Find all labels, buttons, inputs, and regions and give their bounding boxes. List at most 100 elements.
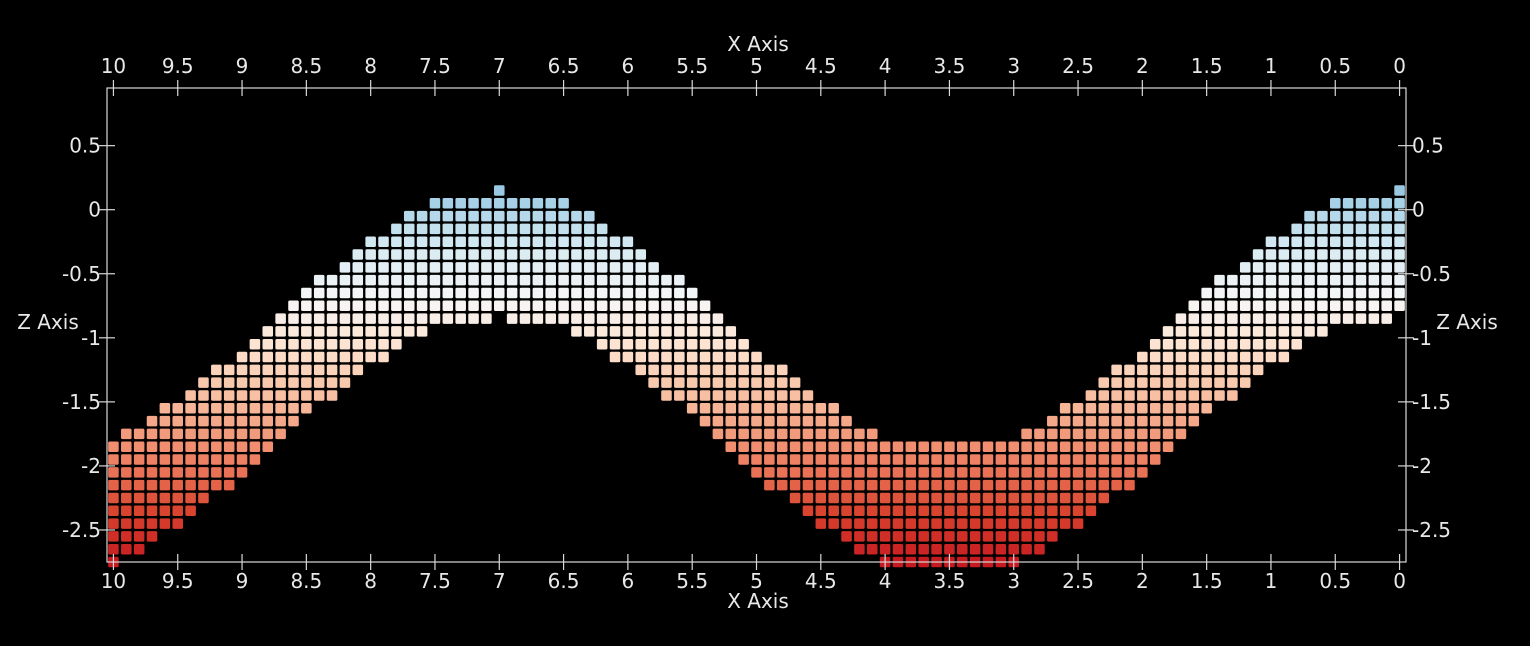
- data-cell: [738, 415, 749, 427]
- data-cell: [686, 313, 698, 324]
- data-cell: [1317, 223, 1328, 235]
- z-tick-label-right: -1: [1412, 326, 1432, 350]
- data-cell: [121, 505, 132, 516]
- data-cell: [738, 441, 749, 452]
- data-cell: [1342, 210, 1354, 222]
- data-cell: [674, 351, 685, 363]
- x-tick-label-top: 3: [1007, 54, 1020, 78]
- data-cell: [1381, 313, 1392, 324]
- data-cell: [1137, 403, 1148, 414]
- data-cell: [918, 531, 929, 542]
- data-cell: [764, 364, 775, 376]
- z-tick-label-left: -0.5: [62, 262, 101, 286]
- data-cell: [944, 505, 955, 516]
- data-cell: [879, 505, 891, 516]
- data-cell: [776, 364, 788, 376]
- data-cell: [1059, 492, 1071, 504]
- data-cell: [172, 441, 184, 452]
- data-cell: [1137, 441, 1148, 452]
- data-cell: [481, 300, 492, 312]
- x-tick-label-top: 8.5: [290, 54, 322, 78]
- data-cell: [1201, 326, 1212, 337]
- data-cell: [108, 543, 119, 555]
- data-cell: [313, 313, 325, 324]
- data-cell: [288, 377, 299, 388]
- data-cell: [648, 300, 659, 312]
- data-cell: [455, 262, 466, 273]
- data-cell: [108, 454, 119, 465]
- data-cell: [1047, 428, 1058, 440]
- data-cell: [854, 492, 865, 504]
- data-cell: [1149, 428, 1161, 440]
- data-cell: [738, 428, 749, 440]
- data-cell: [1059, 479, 1071, 491]
- data-cell: [494, 198, 505, 209]
- data-cell: [969, 531, 981, 542]
- data-cell: [854, 441, 865, 452]
- data-cell: [365, 262, 376, 273]
- data-cell: [121, 454, 132, 465]
- data-cell: [159, 492, 171, 504]
- data-cell: [108, 505, 119, 516]
- data-cell: [519, 300, 531, 312]
- data-cell: [1278, 326, 1290, 337]
- data-cell: [1201, 403, 1212, 414]
- data-cell: [339, 262, 351, 273]
- data-cell: [223, 377, 235, 388]
- data-cell: [1059, 454, 1071, 465]
- data-cell: [1047, 492, 1058, 504]
- data-cell: [1175, 313, 1187, 324]
- data-cell: [879, 518, 891, 529]
- data-cell: [391, 249, 402, 260]
- data-cell: [1034, 531, 1045, 542]
- data-cell: [108, 479, 119, 491]
- z-axis-title-left: Z Axis: [17, 310, 79, 334]
- data-cell: [211, 454, 222, 465]
- data-cell: [1034, 518, 1045, 529]
- data-cell: [1201, 287, 1212, 299]
- data-cell: [108, 531, 119, 542]
- data-cell: [879, 543, 891, 555]
- data-cell: [892, 479, 904, 491]
- data-cell: [1047, 518, 1058, 529]
- data-cell: [725, 377, 737, 388]
- data-cell: [121, 428, 132, 440]
- data-cell: [1329, 300, 1341, 312]
- data-cell: [1304, 326, 1315, 337]
- data-cell: [674, 274, 685, 286]
- data-cell: [1239, 262, 1251, 273]
- data-cell: [1214, 338, 1225, 350]
- x-tick-label-bottom: 6: [622, 569, 635, 593]
- data-cell: [326, 338, 338, 350]
- data-cell: [1085, 390, 1097, 401]
- data-cell: [288, 313, 299, 324]
- data-cell: [674, 338, 685, 350]
- data-cell: [403, 249, 415, 260]
- data-cell: [1124, 377, 1135, 388]
- data-cell: [944, 518, 955, 529]
- data-cell: [532, 236, 544, 247]
- data-cell: [957, 531, 968, 542]
- data-cell: [545, 198, 556, 209]
- data-cell: [866, 454, 878, 465]
- data-cell: [236, 428, 248, 440]
- x-tick-label-bottom: 2: [1136, 569, 1149, 593]
- data-cell: [751, 403, 762, 414]
- data-cell: [416, 300, 428, 312]
- data-cell: [1317, 287, 1328, 299]
- data-cell: [635, 274, 647, 286]
- data-cell: [1214, 326, 1225, 337]
- data-cell: [1291, 262, 1302, 273]
- data-cell: [1162, 338, 1174, 350]
- data-cell: [558, 274, 569, 286]
- data-cell: [468, 236, 479, 247]
- data-cell: [995, 467, 1007, 478]
- data-cell: [403, 287, 415, 299]
- data-cell: [751, 415, 762, 427]
- data-cell: [326, 390, 338, 401]
- x-tick-label-bottom: 3.5: [934, 569, 966, 593]
- data-cell: [828, 518, 839, 529]
- data-cell: [1188, 351, 1200, 363]
- data-cell: [403, 262, 415, 273]
- x-tick-label-top: 4: [879, 54, 892, 78]
